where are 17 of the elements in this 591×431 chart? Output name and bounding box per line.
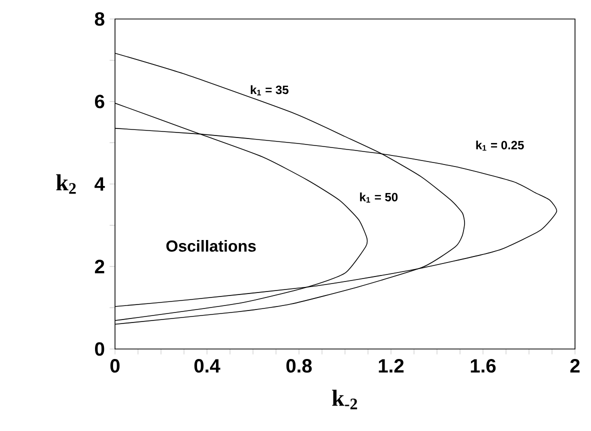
y-tick-label: 2: [94, 260, 104, 274]
x-axis-title: k$_{-2}$: [332, 390, 358, 410]
y-axis-title: k$_{2}$: [56, 174, 76, 194]
series-label: k$_{1}$ = 0.25: [476, 140, 524, 151]
x-tick-label: 1.2: [378, 359, 404, 372]
annotation: Oscillations: [166, 240, 256, 252]
x-tick-label: 0.4: [194, 359, 220, 373]
x-tick-label: 0: [110, 359, 120, 373]
series-label: k$_{1}$ = 50: [360, 192, 398, 203]
y-tick-label: 6: [94, 94, 104, 108]
y-tick-label: 8: [94, 12, 104, 26]
x-tick-label: 2: [570, 359, 580, 372]
series-label: k$_{1}$ = 35: [250, 85, 288, 96]
y-tick-label: 0: [95, 342, 104, 356]
y-tick-label: 4: [94, 177, 105, 191]
x-tick-label: 0.8: [286, 359, 312, 373]
x-tick-label: 1.6: [470, 359, 496, 373]
